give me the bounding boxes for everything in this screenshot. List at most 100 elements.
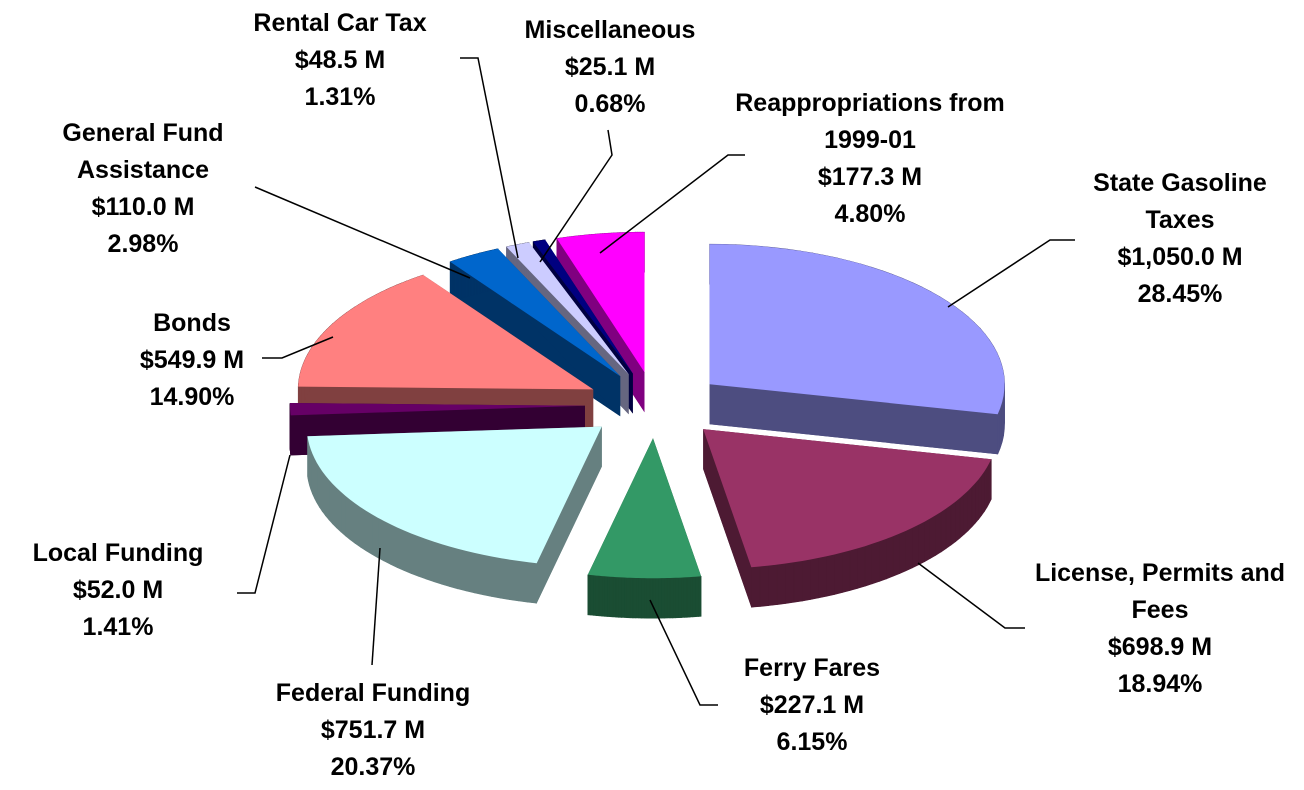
label-name: Ferry Fares: [743, 654, 881, 682]
slice-edge: [465, 550, 475, 594]
leader-line: [237, 454, 291, 594]
slice-edge: [988, 459, 992, 504]
slice-edge: [834, 552, 843, 595]
slice-edge: [403, 530, 412, 574]
label-percent: 0.68%: [574, 90, 646, 118]
slice: [298, 275, 594, 390]
slice: [533, 239, 633, 374]
slice-edge: [332, 482, 337, 529]
label-name: Federal Funding: [275, 679, 471, 707]
slice-edge: [609, 576, 614, 618]
slice-label: Bonds $549.9 M 14.90%: [42, 305, 342, 416]
label-name: State Gasoline Taxes: [1093, 169, 1267, 234]
label-name: Reappropriations from 1999-01: [735, 89, 1005, 154]
leader-line: [947, 239, 1075, 308]
slice-edge: [997, 408, 1001, 455]
leader-line: [254, 186, 471, 279]
slice-edge: [638, 577, 642, 619]
label-amount: $48.5 M: [294, 46, 386, 74]
label-amount: $1,050.0 M: [1117, 243, 1243, 271]
label-name: License, Permits and Fees: [1034, 559, 1286, 624]
slice-edge: [321, 470, 326, 517]
label-amount: $751.7 M: [320, 716, 426, 744]
slice-label: Reappropriations from 1999-01 $177.3 M 4.8…: [735, 85, 1005, 233]
slice-edge: [978, 474, 983, 521]
slice-edge: [340, 491, 346, 537]
slice-edge: [328, 478, 333, 525]
slice-edge: [371, 513, 379, 559]
slice-label: Local Funding $52.0 M 1.41%: [0, 535, 268, 646]
slice-edge: [615, 576, 620, 618]
slice-edge: [950, 501, 956, 546]
slice-edge: [785, 561, 795, 604]
slice-edge: [678, 577, 682, 619]
slice-label: General Fund Assistance $110.0 M 2.98%: [23, 115, 263, 263]
slice-edge: [924, 517, 931, 563]
slice-edge: [396, 527, 405, 571]
slice-edge: [598, 575, 603, 617]
slice-edge: [912, 524, 919, 569]
slice-edge: [971, 482, 976, 528]
slice-edge: [649, 577, 654, 619]
slice-edge: [607, 576, 611, 618]
slice-edge: [905, 527, 913, 572]
slice-edge: [646, 577, 651, 619]
slice-edge: [474, 552, 484, 596]
slice-edge: [418, 535, 427, 580]
label-amount: $177.3 M: [817, 163, 923, 191]
label-percent: 28.45%: [1137, 280, 1223, 308]
slice-edge: [482, 554, 493, 597]
slice-edge: [661, 577, 665, 619]
slice-edge: [383, 520, 391, 565]
slice-edge: [658, 577, 662, 619]
slice-edge: [935, 511, 942, 556]
slice-edge: [959, 493, 965, 539]
slice-edge: [672, 577, 677, 619]
slice-edge: [776, 563, 786, 605]
slice-edge: [643, 577, 648, 619]
slice-side: [536, 426, 602, 604]
slice-edge: [635, 577, 639, 619]
slice-edge: [892, 533, 901, 577]
slice-edge: [826, 554, 835, 597]
label-amount: $25.1 M: [564, 53, 656, 81]
slice-group: [709, 243, 1005, 455]
slice: [506, 242, 629, 375]
slice-edge: [793, 560, 803, 603]
label-name: Miscellaneous: [524, 16, 696, 44]
slice-edge: [683, 576, 688, 618]
slice-side: [703, 429, 752, 608]
slice-edge: [500, 557, 510, 600]
slice-label: Ferry Fares $227.1 M 6.15%: [662, 650, 962, 761]
slice-edge: [344, 495, 351, 541]
leader-line: [539, 129, 613, 263]
slice-edge: [686, 576, 691, 618]
leader-line: [917, 562, 1025, 629]
slice-edge: [360, 506, 367, 552]
slice-edge: [918, 521, 925, 566]
slice-edge: [433, 541, 442, 585]
label-percent: 20.37%: [330, 753, 416, 781]
slice-edge: [940, 508, 947, 553]
slice-edge: [885, 535, 894, 580]
label-name: Local Funding: [32, 539, 204, 567]
slice-edge: [307, 436, 309, 481]
slice-side: [709, 384, 998, 455]
slice-edge: [963, 489, 969, 535]
slice: [307, 426, 602, 564]
slice-edge: [695, 576, 699, 618]
slice-edge: [759, 565, 769, 607]
slice-edge: [441, 543, 450, 587]
slice-edge: [967, 486, 973, 532]
slice-edge: [663, 577, 668, 619]
slice-edge: [984, 466, 988, 513]
slice-edge: [675, 577, 679, 619]
leader-line: [649, 599, 718, 706]
label-percent: 4.80%: [834, 200, 906, 228]
slice-edge: [354, 502, 361, 548]
slice-edge: [319, 466, 323, 513]
slice-edge: [666, 577, 671, 619]
slice-edge: [612, 576, 617, 618]
